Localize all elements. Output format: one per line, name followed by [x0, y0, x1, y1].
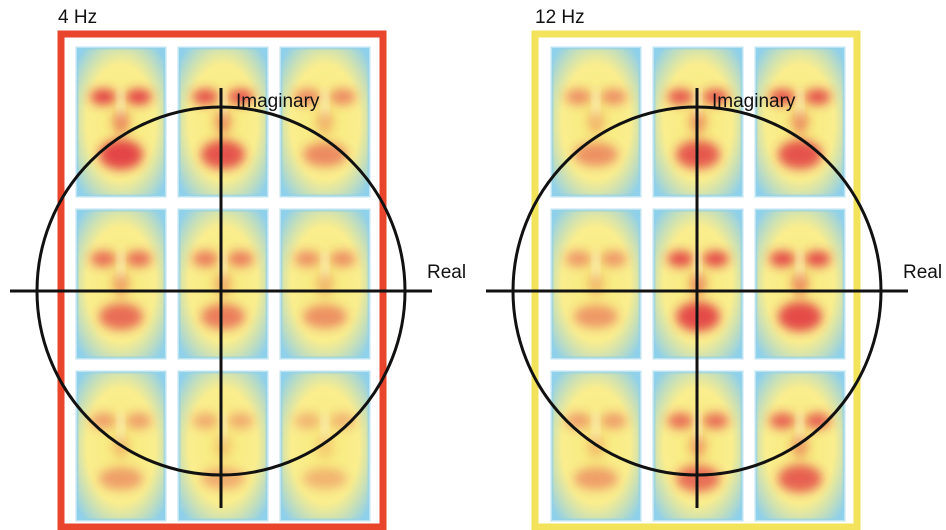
- face-heatmap-icon: [75, 46, 167, 198]
- real-label-4hz: Real: [427, 262, 466, 283]
- face-heatmap-icon: [279, 370, 371, 522]
- face-heatmap-icon: [75, 208, 167, 360]
- real-label-12hz: Real: [903, 262, 942, 283]
- tile-grid-4hz: [75, 46, 371, 522]
- panel-frame-4hz: [57, 30, 387, 530]
- panel-frame-12hz: [531, 30, 861, 530]
- face-heatmap-icon: [177, 370, 269, 522]
- face-heatmap-icon: [177, 208, 269, 360]
- face-heatmap-icon: [177, 46, 269, 198]
- imaginary-label-12hz: Imaginary: [712, 91, 796, 112]
- face-heatmap-icon: [75, 370, 167, 522]
- face-heatmap-icon: [279, 208, 371, 360]
- panel-4hz: Imaginary Real: [10, 30, 466, 530]
- face-heatmap-icon: [550, 208, 642, 360]
- panel-12hz: Imaginary Real: [486, 30, 942, 530]
- imaginary-label-4hz: Imaginary: [236, 91, 320, 112]
- face-heatmap-icon: [754, 370, 846, 522]
- face-heatmap-icon: [754, 208, 846, 360]
- panel-title-12hz: 12 Hz: [535, 7, 585, 28]
- panel-title-4hz: 4 Hz: [58, 7, 98, 28]
